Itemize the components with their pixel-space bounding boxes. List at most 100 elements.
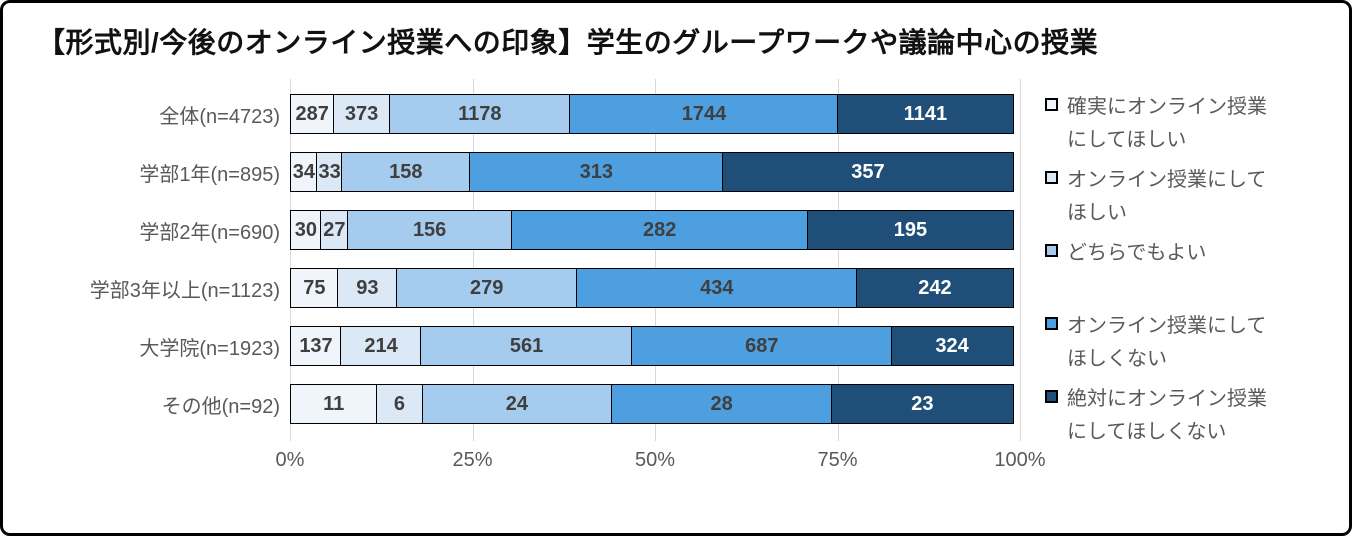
bar-value-label: 1141 bbox=[903, 103, 948, 125]
bar-segment: 75 bbox=[290, 268, 339, 308]
bar-segment: 23 bbox=[831, 384, 1014, 424]
x-tick-label: 100% bbox=[994, 449, 1046, 471]
legend-label: どちらでもよい bbox=[1067, 242, 1207, 264]
bar-track: 11 6 24 28 23 bbox=[290, 384, 1020, 424]
bar-rows: 全体(n=4723) 287 373 1178 1744 1141 学部1年(n=895) 3… bbox=[33, 85, 1020, 433]
bar-value-label: 6 bbox=[393, 393, 406, 415]
bar-segment: 279 bbox=[396, 268, 578, 308]
bar-segment: 158 bbox=[341, 152, 471, 192]
bar-value-label: 30 bbox=[294, 219, 317, 241]
bar-segment: 195 bbox=[807, 210, 1014, 250]
bar-segment: 24 bbox=[421, 384, 613, 424]
bar-row: その他(n=92) 11 6 24 28 23 bbox=[33, 375, 1020, 433]
chart-title: 【形式別/今後のオンライン授業への印象】学生のグループワークや議論中心の授業 bbox=[37, 27, 1099, 58]
legend-item: 絶対にオンライン授業にしてほしくない bbox=[1045, 383, 1340, 456]
bar-value-label: 214 bbox=[364, 335, 398, 357]
bar-segment: 30 bbox=[290, 210, 322, 250]
bar-value-label: 287 bbox=[295, 103, 329, 125]
bar-track: 34 33 158 313 357 bbox=[290, 152, 1020, 192]
bar-segment: 687 bbox=[631, 326, 893, 366]
bar-track: 137 214 561 687 324 bbox=[290, 326, 1020, 366]
bar-segment: 1141 bbox=[837, 94, 1014, 134]
bar-segment: 357 bbox=[722, 152, 1014, 192]
bar-value-label: 561 bbox=[509, 335, 544, 357]
legend-item: どちらでもよい bbox=[1045, 237, 1340, 310]
bar-value-label: 1744 bbox=[681, 103, 727, 125]
bar-row: 学部2年(n=690) 30 27 156 282 195 bbox=[33, 201, 1020, 259]
category-label: 学部3年以上(n=1123) bbox=[89, 279, 280, 302]
gridline bbox=[837, 79, 839, 441]
bar-segment: 27 bbox=[320, 210, 349, 250]
bar-track: 75 93 279 434 242 bbox=[290, 268, 1020, 308]
bar-segment: 242 bbox=[856, 268, 1014, 308]
bar-value-label: 313 bbox=[579, 161, 614, 183]
legend: 確実にオンライン授業にしてほしい オンライン授業にしてほしいどちらでもよいオンライ… bbox=[1020, 85, 1340, 477]
x-tick-label: 25% bbox=[452, 449, 493, 471]
legend-label: 確実にオンライン授業にしてほしい bbox=[1067, 96, 1267, 151]
bar-value-label: 156 bbox=[412, 219, 447, 241]
bar-value-label: 324 bbox=[935, 335, 969, 357]
bar-segment: 1178 bbox=[388, 94, 571, 134]
bar-row: 学部3年以上(n=1123) 75 93 279 434 242 bbox=[33, 259, 1020, 317]
bar-row: 全体(n=4723) 287 373 1178 1744 1141 bbox=[33, 85, 1020, 143]
x-tick-label: 0% bbox=[275, 449, 305, 471]
bar-value-label: 24 bbox=[505, 393, 529, 415]
bar-segment: 282 bbox=[510, 210, 809, 250]
legend-label: オンライン授業にしてほしくない bbox=[1067, 315, 1267, 370]
bar-row: 学部1年(n=895) 34 33 158 313 357 bbox=[33, 143, 1020, 201]
bar-value-label: 242 bbox=[918, 277, 952, 299]
gridlines-layer bbox=[290, 79, 1021, 441]
legend-item: オンライン授業にしてほしい bbox=[1045, 164, 1340, 237]
bar-segment: 313 bbox=[468, 152, 724, 192]
legend-label: オンライン授業にしてほしい bbox=[1067, 169, 1267, 224]
gridline bbox=[472, 79, 474, 441]
bar-value-label: 33 bbox=[318, 161, 341, 183]
category-label: 大学院(n=1923) bbox=[139, 337, 280, 360]
bar-value-label: 93 bbox=[356, 277, 379, 299]
bar-value-label: 282 bbox=[643, 219, 677, 241]
legend-color-swatch bbox=[1045, 98, 1058, 111]
legend-color-swatch bbox=[1045, 244, 1058, 257]
bar-segment: 1744 bbox=[569, 94, 839, 134]
category-label: その他(n=92) bbox=[161, 395, 280, 418]
bar-value-label: 195 bbox=[893, 219, 928, 241]
legend-color-swatch bbox=[1045, 171, 1058, 184]
bar-value-label: 27 bbox=[323, 219, 346, 241]
bar-segment: 6 bbox=[375, 384, 424, 424]
bar-row: 大学院(n=1923) 137 214 561 687 324 bbox=[33, 317, 1020, 375]
x-tick-label: 50% bbox=[634, 449, 676, 471]
bar-value-label: 75 bbox=[303, 277, 326, 299]
bar-value-label: 357 bbox=[851, 161, 885, 183]
bar-value-label: 28 bbox=[710, 393, 733, 415]
legend-item: オンライン授業にしてほしくない bbox=[1045, 310, 1340, 383]
bar-segment: 33 bbox=[316, 152, 344, 192]
bar-value-label: 23 bbox=[911, 393, 934, 415]
bar-value-label: 373 bbox=[344, 103, 379, 125]
x-tick-label: 75% bbox=[817, 449, 858, 471]
bar-segment: 434 bbox=[575, 268, 858, 308]
gridline bbox=[290, 79, 291, 441]
bar-value-label: 137 bbox=[299, 335, 333, 357]
category-label: 学部2年(n=690) bbox=[139, 221, 280, 244]
plot-area: 全体(n=4723) 287 373 1178 1744 1141 学部1年(n=895) 3… bbox=[33, 79, 1046, 477]
category-label: 全体(n=4723) bbox=[159, 105, 280, 128]
bar-segment: 28 bbox=[610, 384, 833, 424]
bar-value-label: 434 bbox=[700, 277, 734, 299]
gridline bbox=[655, 79, 656, 441]
bar-segment: 34 bbox=[290, 152, 318, 192]
bar-segment: 214 bbox=[340, 326, 422, 366]
bar-segment: 137 bbox=[290, 326, 342, 366]
category-label: 学部1年(n=895) bbox=[139, 163, 280, 186]
bar-value-label: 687 bbox=[745, 335, 779, 357]
bar-track: 30 27 156 282 195 bbox=[290, 210, 1020, 250]
gridline bbox=[1020, 79, 1021, 441]
bar-segment: 373 bbox=[332, 94, 391, 134]
legend-color-swatch bbox=[1045, 317, 1058, 330]
bar-segment: 156 bbox=[347, 210, 513, 250]
legend-item: 確実にオンライン授業にしてほしい bbox=[1045, 91, 1340, 164]
bar-track: 287 373 1178 1744 1141 bbox=[290, 94, 1020, 134]
bar-segment: 93 bbox=[337, 268, 398, 308]
chart-area: 全体(n=4723) 287 373 1178 1744 1141 学部1年(n=895) 3… bbox=[3, 79, 1349, 477]
bar-value-label: 1178 bbox=[458, 103, 502, 125]
